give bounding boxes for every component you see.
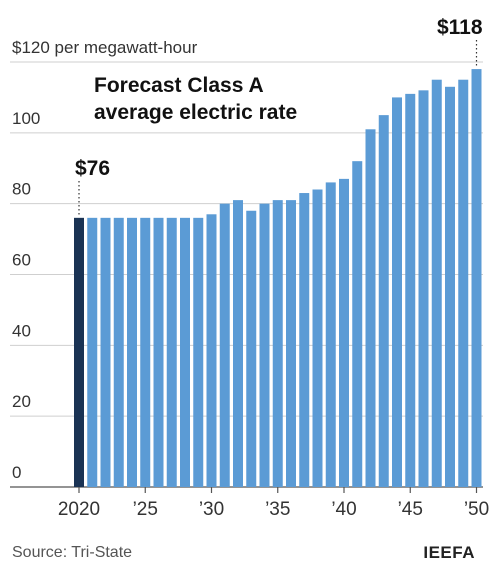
bar-2022 xyxy=(100,217,111,488)
bar-2036 xyxy=(286,200,296,487)
brand-logo-text: IEEFA xyxy=(423,543,475,562)
bar-2030 xyxy=(206,214,217,487)
bar-2029 xyxy=(193,217,204,488)
bar-2039 xyxy=(325,182,336,487)
bar-2021 xyxy=(87,217,98,488)
bar-2027 xyxy=(166,217,177,488)
bar-2040 xyxy=(339,178,349,487)
bar-2046 xyxy=(418,90,429,487)
bar-2049 xyxy=(458,79,469,487)
y-tick-label-40: 40 xyxy=(12,321,31,340)
x-tick-label-2050: ’50 xyxy=(464,499,489,520)
chart-title-line-2: average electric rate xyxy=(94,101,297,124)
chart: 0 20 40 60 80 100 $120 per megawatt-hour Fore… xyxy=(10,16,489,520)
bar-2045 xyxy=(405,93,416,487)
bar-2042 xyxy=(365,129,376,487)
bar-2044 xyxy=(392,97,402,488)
x-tick-label-2045: ’45 xyxy=(398,499,423,520)
bar-2026 xyxy=(153,217,164,488)
bar-2041 xyxy=(352,161,363,487)
y-tick-label-100: 100 xyxy=(12,109,40,128)
bar-2037 xyxy=(299,193,310,487)
y-tick-label-80: 80 xyxy=(12,180,31,199)
source-note: Source: Tri-State xyxy=(12,544,133,561)
y-tick-label-0: 0 xyxy=(12,463,21,482)
bar-2034 xyxy=(259,203,270,487)
bar-2043 xyxy=(378,115,389,487)
annotation-label-2050: $118 xyxy=(437,16,483,39)
chart-title-line-1: Forecast Class A xyxy=(94,74,264,97)
y-tick-label-20: 20 xyxy=(12,392,31,411)
bar-2024 xyxy=(127,217,137,488)
bar-2025 xyxy=(140,217,151,488)
x-tick-label-2030: ’30 xyxy=(199,499,224,520)
x-tick-label-2040: ’40 xyxy=(331,499,356,520)
x-axis-ticks: 2020 ’25 ’30 ’35 ’40 ’45 ’50 xyxy=(58,487,489,520)
bar-2050 xyxy=(471,69,482,487)
x-tick-label-2020: 2020 xyxy=(58,499,100,520)
x-tick-label-2035: ’35 xyxy=(265,499,290,520)
annotation-label-2020: $76 xyxy=(75,157,110,180)
bar-2048 xyxy=(445,86,455,488)
y-axis-unit-label: $120 per megawatt-hour xyxy=(12,38,198,57)
bars xyxy=(74,69,482,488)
bar-2028 xyxy=(180,217,190,488)
bar-2047 xyxy=(431,79,442,487)
bar-2020 xyxy=(74,217,84,488)
bar-2035 xyxy=(272,200,283,487)
chart-title: Forecast Class A average electric rate xyxy=(94,74,297,124)
bar-2023 xyxy=(113,217,124,488)
y-axis-ticks: 0 20 40 60 80 100 xyxy=(12,109,40,482)
y-tick-label-60: 60 xyxy=(12,251,31,270)
x-tick-label-2025: ’25 xyxy=(133,499,158,520)
bar-2032 xyxy=(233,200,243,487)
annotations: $76 $118 xyxy=(75,16,483,216)
bar-2031 xyxy=(219,203,230,487)
bar-2038 xyxy=(312,189,323,487)
bar-2033 xyxy=(246,210,257,487)
